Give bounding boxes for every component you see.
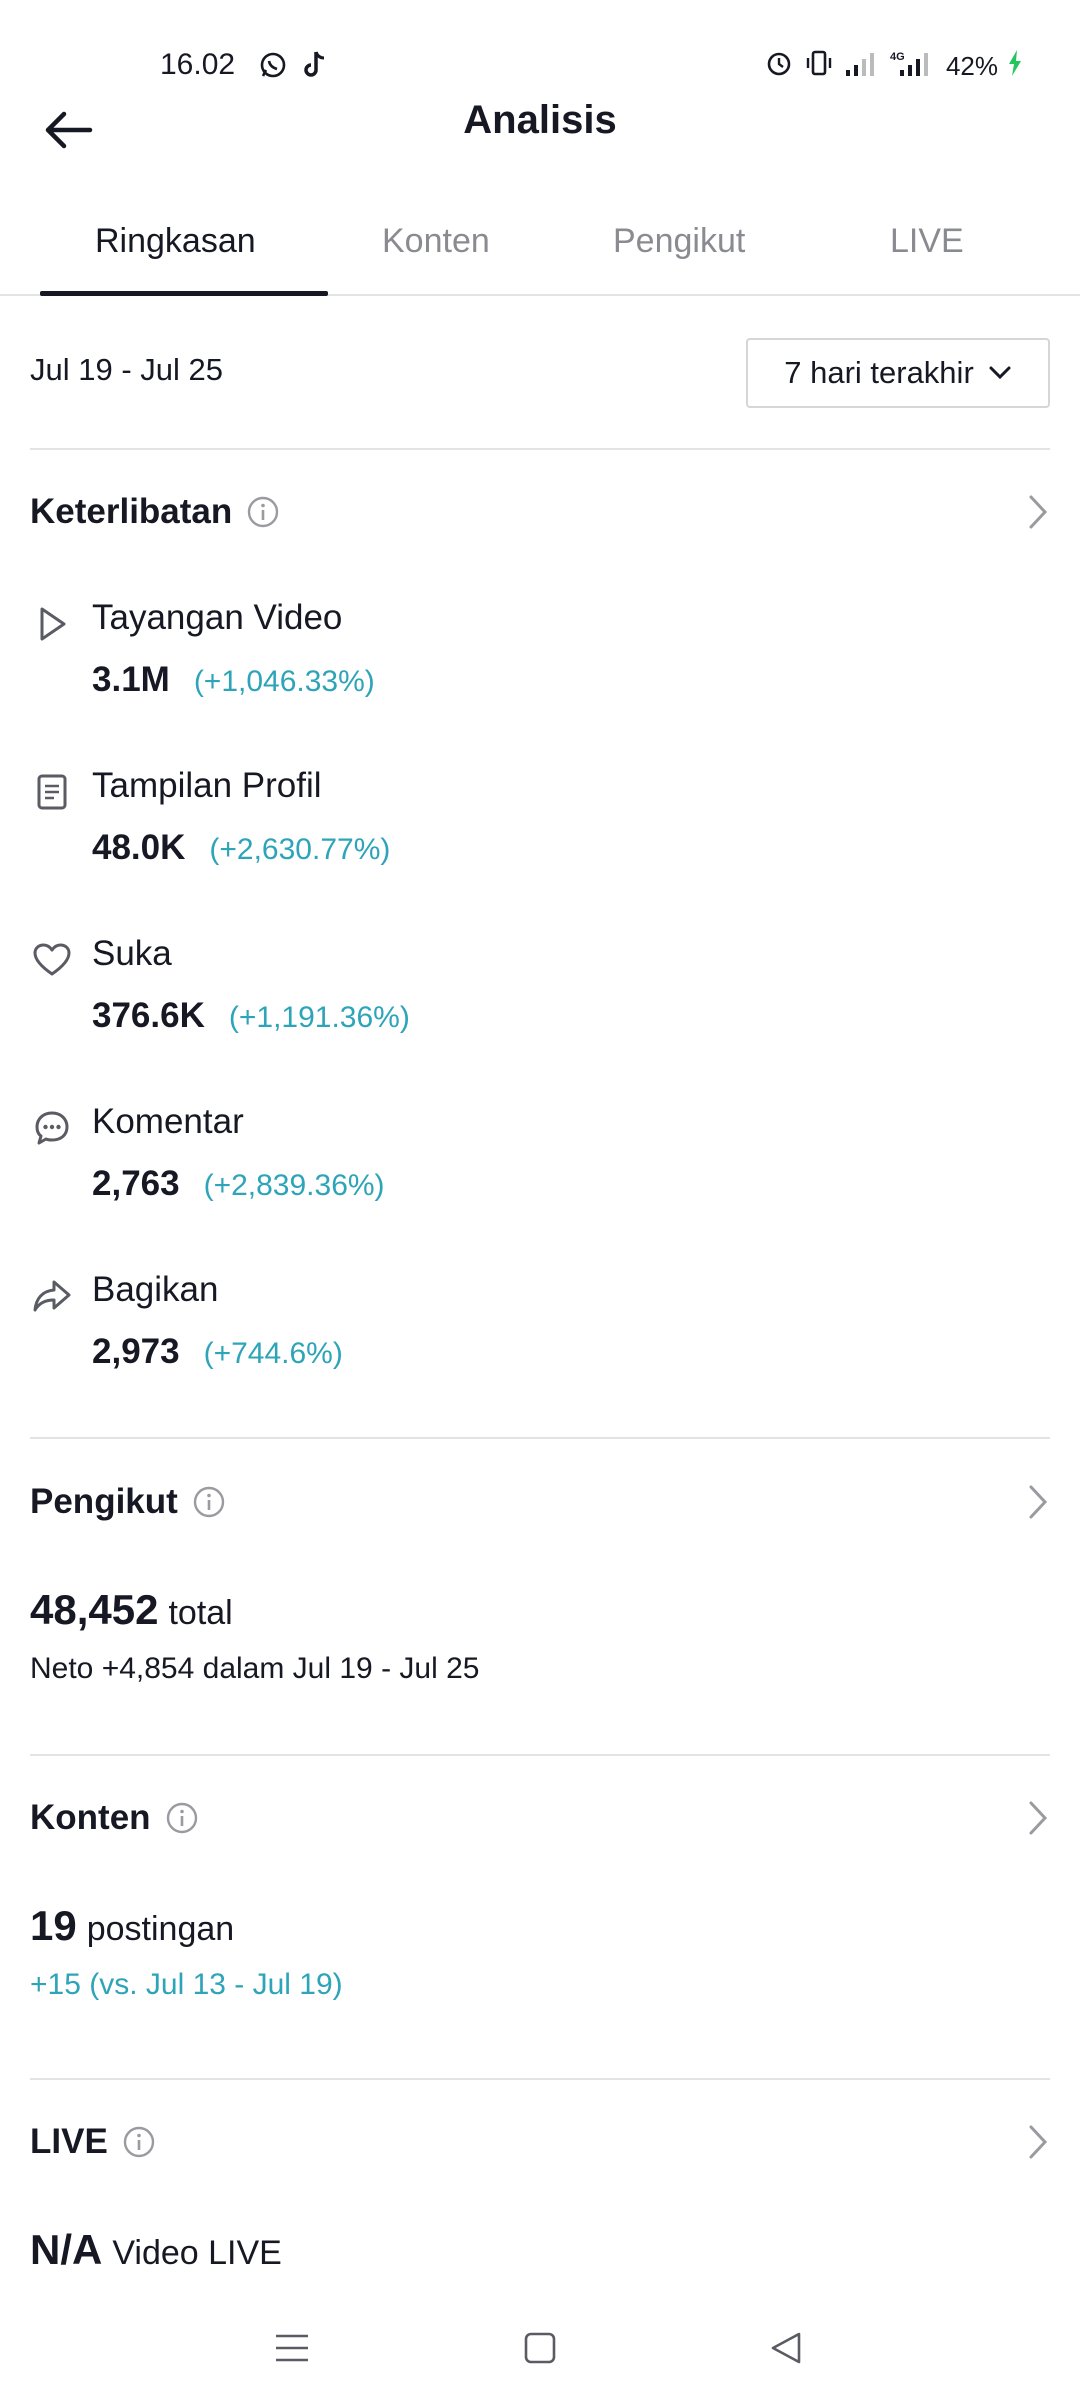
metric-video-views: Tayangan Video 3.1M (+1,046.33%) — [30, 598, 1030, 708]
home-button[interactable] — [510, 2318, 570, 2378]
content-count: 19 — [30, 1902, 77, 1949]
whatsapp-icon — [258, 50, 288, 85]
info-icon[interactable] — [122, 2125, 156, 2159]
metric-value: 2,763 — [92, 1164, 180, 1203]
signal-icon — [844, 48, 880, 85]
charging-icon — [1008, 50, 1022, 83]
live-section-header[interactable]: LIVE — [30, 2112, 1050, 2172]
metric-value: 3.1M — [92, 660, 170, 699]
divider — [30, 1754, 1050, 1756]
followers-net: Neto +4,854 dalam Jul 19 - Jul 25 — [30, 1652, 480, 1685]
metric-change: (+1,046.33%) — [193, 665, 375, 698]
content-unit: postingan — [86, 1910, 235, 1948]
live-videos: N/A Video LIVE — [30, 2226, 282, 2274]
header: Analisis — [0, 98, 1080, 180]
metric-value: 376.6K — [92, 996, 205, 1035]
divider — [30, 1437, 1050, 1439]
heart-icon — [30, 938, 74, 982]
tab-pengikut[interactable]: Pengikut — [613, 222, 746, 260]
status-bar: 16.02 4G 42% — [0, 0, 1080, 100]
metric-change: (+2,839.36%) — [203, 1169, 385, 1202]
followers-unit: total — [168, 1594, 233, 1632]
tab-live[interactable]: LIVE — [890, 222, 964, 260]
metric-change: (+744.6%) — [203, 1337, 343, 1370]
chevron-right-icon — [1029, 2125, 1048, 2159]
live-value: N/A — [30, 2226, 103, 2273]
followers-total: 48,452 total — [30, 1586, 233, 1634]
metric-value: 2,973 — [92, 1332, 180, 1371]
followers-count: 48,452 — [30, 1586, 159, 1633]
divider — [30, 448, 1050, 450]
metric-value: 48.0K — [92, 828, 186, 867]
content-section-header[interactable]: Konten — [30, 1788, 1050, 1848]
live-unit: Video LIVE — [112, 2234, 282, 2272]
vibrate-icon — [804, 48, 834, 85]
metric-label: Tayangan Video — [92, 598, 343, 637]
content-posts: 19 postingan — [30, 1902, 234, 1950]
section-title: LIVE — [30, 2122, 108, 2161]
profile-icon — [30, 770, 74, 814]
active-tab-indicator — [40, 291, 328, 296]
tab-konten[interactable]: Konten — [382, 222, 490, 260]
metric-profile-views: Tampilan Profil 48.0K (+2,630.77%) — [30, 766, 1030, 876]
tab-ringkasan[interactable]: Ringkasan — [95, 222, 256, 260]
section-title: Keterlibatan — [30, 492, 233, 531]
metric-comments: Komentar 2,763 (+2,839.36%) — [30, 1102, 1030, 1212]
chevron-right-icon — [1029, 495, 1048, 529]
battery-percent: 42% — [945, 51, 998, 81]
divider — [30, 2078, 1050, 2080]
share-icon — [30, 1274, 74, 1318]
system-nav-bar — [0, 2290, 1080, 2400]
followers-section-header[interactable]: Pengikut — [30, 1472, 1050, 1532]
period-label: 7 hari terakhir — [784, 355, 974, 390]
back-nav-button[interactable] — [756, 2318, 816, 2378]
arrow-left-icon — [45, 111, 93, 149]
status-time: 16.02 — [160, 48, 236, 81]
tab-bar: Ringkasan Konten Pengikut LIVE — [0, 200, 1080, 296]
chevron-down-icon — [989, 366, 1011, 380]
info-icon[interactable] — [246, 495, 280, 529]
comment-icon — [30, 1106, 74, 1150]
chevron-right-icon — [1029, 1485, 1048, 1519]
engagement-section-header[interactable]: Keterlibatan — [30, 482, 1050, 542]
date-range: Jul 19 - Jul 25 — [30, 352, 223, 387]
metric-likes: Suka 376.6K (+1,191.36%) — [30, 934, 1030, 1044]
section-title: Konten — [30, 1798, 151, 1837]
metric-change: (+1,191.36%) — [228, 1001, 410, 1034]
alarm-icon — [764, 48, 794, 85]
tiktok-icon — [302, 50, 328, 85]
metric-change: (+2,630.77%) — [209, 833, 391, 866]
metric-shares: Bagikan 2,973 (+744.6%) — [30, 1270, 1030, 1380]
chevron-right-icon — [1029, 1801, 1048, 1835]
square-icon — [524, 2332, 556, 2364]
metric-label: Bagikan — [92, 1270, 219, 1309]
signal-4g-icon: 4G — [890, 48, 936, 85]
section-title: Pengikut — [30, 1482, 178, 1521]
info-icon[interactable] — [192, 1485, 226, 1519]
info-icon[interactable] — [165, 1801, 199, 1835]
svg-text:4G: 4G — [890, 51, 905, 63]
page-title: Analisis — [463, 98, 617, 142]
content-change: +15 (vs. Jul 13 - Jul 19) — [30, 1968, 343, 2001]
period-dropdown[interactable]: 7 hari terakhir — [746, 338, 1050, 408]
back-button[interactable] — [38, 100, 98, 160]
play-icon — [30, 602, 74, 646]
metric-label: Suka — [92, 934, 172, 973]
triangle-back-icon — [771, 2332, 801, 2364]
metric-label: Komentar — [92, 1102, 244, 1141]
recent-apps-button[interactable] — [262, 2318, 322, 2378]
metric-label: Tampilan Profil — [92, 766, 322, 805]
menu-icon — [276, 2334, 308, 2362]
